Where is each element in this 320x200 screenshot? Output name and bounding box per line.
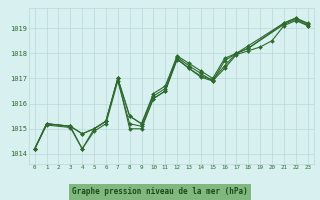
Text: Graphe pression niveau de la mer (hPa): Graphe pression niveau de la mer (hPa)	[72, 188, 248, 196]
